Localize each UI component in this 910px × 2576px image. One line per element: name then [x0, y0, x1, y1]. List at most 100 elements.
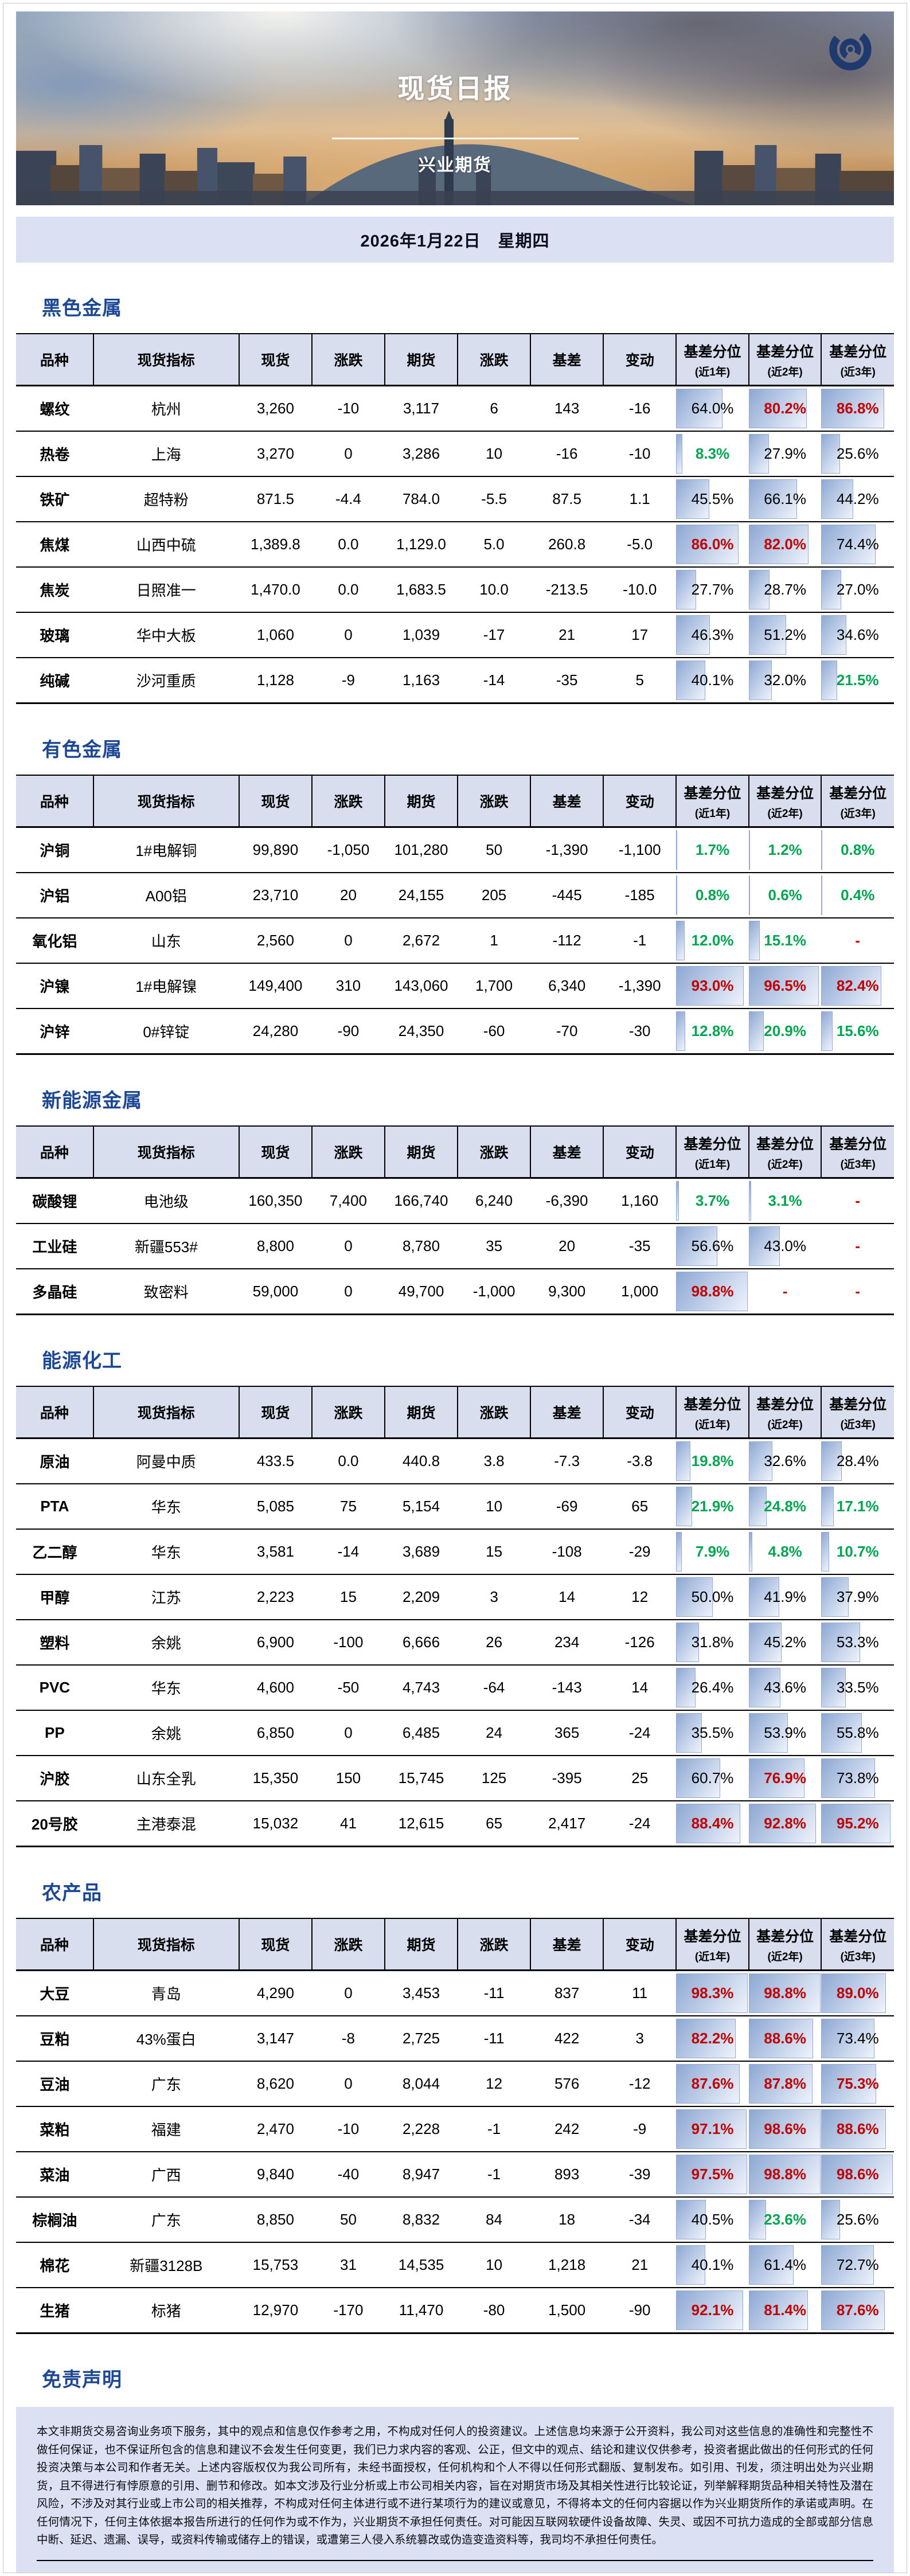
futures-change-cell: 205 — [458, 872, 531, 918]
spot-price-cell: 8,800 — [239, 1223, 312, 1269]
basis-change-cell: 65 — [603, 1483, 677, 1529]
spot-indicator-cell: 广东 — [93, 2196, 239, 2242]
basis-change-cell: -35 — [603, 1223, 677, 1269]
variety-cell: 棕榈油 — [16, 2196, 93, 2242]
futures-change-cell: 10 — [458, 2242, 531, 2288]
spot-change-cell: 0 — [311, 1710, 385, 1756]
pct-1y-cell: 31.8% — [676, 1619, 749, 1665]
col-header: 基差分位 (近3年) — [821, 1386, 894, 1439]
spot-price-cell: 24,280 — [239, 1008, 312, 1054]
basis-change-cell: -10 — [603, 431, 677, 476]
col-header: 期货 — [384, 1918, 458, 1971]
col-header: 现货 — [238, 1918, 312, 1971]
pct-1y-cell: 26.4% — [676, 1664, 749, 1710]
spot-change-cell: -50 — [311, 1664, 385, 1710]
table-row: 焦煤 山西中硫 1,389.8 0.0 1,129.0 5.0 260.8 -5.0 86.0%… — [16, 521, 894, 567]
table-row: 铁矿 超特粉 871.5 -4.4 784.0 -5.5 87.5 1.1 45.5% 66.1%… — [16, 476, 894, 522]
spot-change-cell: 75 — [311, 1483, 385, 1529]
city-skyline-illustration — [16, 111, 894, 205]
basis-change-cell: -1 — [603, 917, 677, 963]
pct-2y-cell: 98.8% — [748, 1971, 822, 2016]
futures-change-cell: 15 — [458, 1529, 531, 1574]
col-header: 变动 — [603, 1918, 677, 1971]
futures-price-cell: 1,129.0 — [384, 521, 458, 567]
table-row: 大豆 青岛 4,290 0 3,453 -11 837 11 98.3% 98.8% 89.0% — [16, 1971, 894, 2016]
col-header: 期货 — [384, 334, 458, 386]
pct-1y-cell: 98.8% — [676, 1268, 749, 1315]
basis-cell: 234 — [530, 1619, 604, 1665]
spot-indicator-cell: 1#电解铜 — [135, 842, 197, 859]
variety-cell: 沪锌 — [16, 1008, 93, 1054]
spot-indicator-cell: 上海 — [93, 431, 239, 476]
variety-cell: 碳酸锂 — [32, 1193, 77, 1210]
basis-cell: 143 — [554, 400, 580, 417]
pct-3y-cell: 10.7% — [821, 1529, 894, 1574]
percentile-bar — [676, 921, 685, 960]
col-header: 涨跌 — [311, 1386, 385, 1439]
percentile-bar — [821, 1011, 833, 1051]
pct-3y-cell: 89.0% — [821, 1971, 894, 2016]
variety-cell: 焦炭 — [16, 566, 93, 612]
pct-3y-cell: 73.4% — [821, 2015, 894, 2061]
pct-2y-cell: 15.1% — [748, 917, 822, 963]
basis-cell: 422 — [530, 2015, 604, 2061]
percentile-bar — [676, 2290, 743, 2330]
variety-cell: 沪镍 — [16, 963, 93, 1008]
percentile-bar — [676, 2064, 740, 2104]
variety-cell: 铁矿 — [16, 476, 93, 522]
pct-3y-cell: 25.6% — [821, 431, 894, 476]
percentile-bar — [676, 1272, 748, 1311]
variety-cell: 乙二醇 — [16, 1529, 93, 1574]
percentile-bar — [821, 2109, 886, 2149]
percentile-bar — [676, 389, 723, 428]
table-row: 20号胶 主港泰混 15,032 41 12,615 65 2,417 -24 88.4% 92.… — [16, 1800, 894, 1847]
basis-cell: -69 — [530, 1483, 604, 1529]
spot-change-cell: 0 — [311, 1268, 385, 1315]
basis-change-cell: -24 — [603, 1800, 677, 1847]
disclaimer-text: 本文非期货交易咨询业务项下服务，其中的观点和信息仅作参考之用，不构成对任何人的投… — [37, 2423, 873, 2562]
pct-1y-cell: 12.0% — [676, 917, 749, 963]
basis-change-cell: -185 — [603, 872, 677, 918]
date-bar: 2026年1月22日 星期四 — [16, 217, 894, 263]
futures-change-cell: -1 — [458, 2106, 531, 2152]
section-0: 黑色金属 品种 现货指标 现货 涨跌 期货 涨跌 基差 变动 基差分位 (近1年) 基差分位 (近2年… — [16, 292, 894, 704]
spot-price-cell: 99,890 — [252, 841, 299, 858]
percentile-bar — [676, 1668, 696, 1707]
percentile-bar — [676, 1487, 692, 1526]
pct-1y-cell: 45.5% — [676, 476, 749, 522]
pct-2y-cell: 28.7% — [748, 566, 822, 612]
section-4: 农产品 品种 现货指标 现货 涨跌 期货 涨跌 基差 变动 基差分位 (近1年) 基差分位 (近2年)… — [16, 1877, 894, 2334]
percentile-bar — [676, 2109, 747, 2149]
price-table: 品种 现货指标 现货 涨跌 期货 涨跌 基差 变动 基差分位 (近1年) 基差分位 (近2年) 基差分位… — [16, 333, 894, 704]
spot-change-cell: 0 — [311, 1223, 385, 1269]
percentile-bar — [676, 2155, 747, 2194]
col-header: 现货 — [238, 1126, 312, 1179]
spot-price-cell: 15,032 — [239, 1800, 312, 1847]
section-title: 有色金属 — [42, 739, 122, 761]
percentile-bar — [821, 570, 841, 609]
pct-2y-cell: 3.1% — [748, 1178, 822, 1224]
pct-3y-cell: 25.6% — [821, 2196, 894, 2242]
futures-change-cell: 3 — [458, 1574, 531, 1620]
spot-change-cell: 0 — [344, 1984, 353, 2002]
percentile-bar — [821, 434, 840, 474]
spot-change-cell: 0 — [311, 612, 385, 658]
spot-price-cell: 4,290 — [256, 1984, 294, 2002]
pct-3y-cell: 21.5% — [821, 657, 894, 703]
pct-2y-cell: 98.8% — [748, 2151, 822, 2197]
spot-indicator-cell: 新疆553# — [93, 1223, 239, 1269]
basis-cell: 20 — [530, 1223, 604, 1269]
table-row: 沪胶 山东全乳 15,350 150 15,745 125 -395 25 60.7% 76.9%… — [16, 1755, 894, 1801]
basis-cell: -6,390 — [545, 1192, 588, 1209]
futures-price-cell: 49,700 — [384, 1268, 458, 1315]
spot-price-cell: 2,223 — [239, 1574, 312, 1620]
variety-cell: 沪铜 — [40, 842, 70, 859]
futures-price-cell: 6,485 — [384, 1710, 458, 1756]
percentile-bar — [676, 830, 678, 870]
pct-2y-cell: 32.6% — [748, 1439, 822, 1484]
spot-price-cell: 15,753 — [239, 2242, 312, 2288]
col-header: 基差分位 (近3年) — [821, 1918, 894, 1971]
pct-2y-cell: 81.4% — [748, 2287, 822, 2333]
futures-change-cell: 10 — [458, 1483, 531, 1529]
basis-change-cell: -34 — [603, 2196, 677, 2242]
